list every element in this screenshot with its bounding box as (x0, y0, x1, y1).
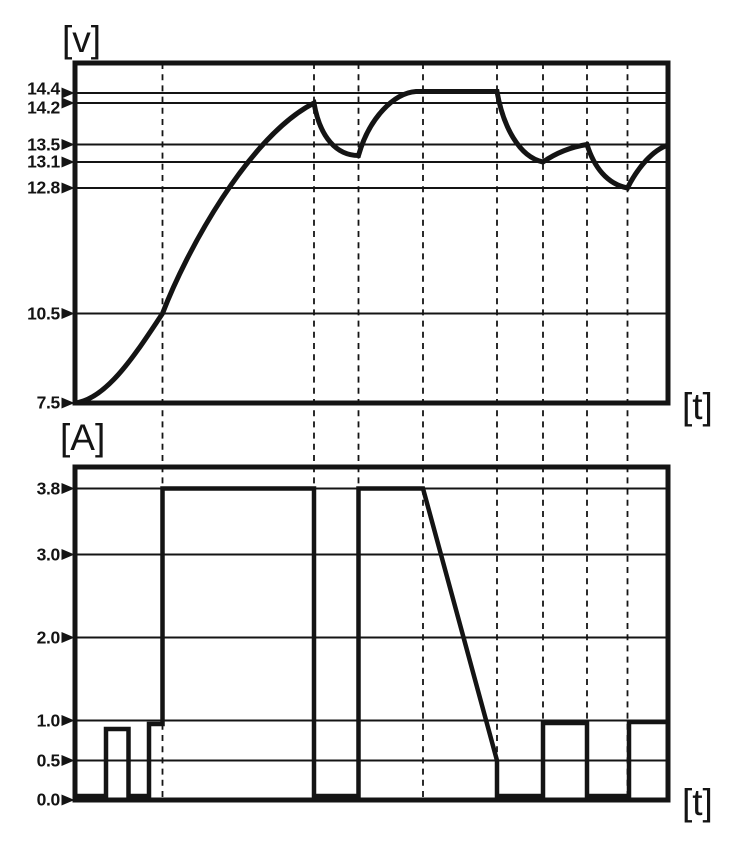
y-tick-label: 1.0 (36, 710, 61, 730)
current-axis-unit-label: [A] (60, 417, 106, 458)
tick-arrow-icon (61, 794, 75, 806)
y-tick-label: 3.0 (36, 544, 61, 564)
tick-arrow-icon (61, 87, 75, 99)
current-chart-frame (72, 464, 671, 803)
y-tick-label: 14.2 (27, 97, 60, 118)
tick-arrow-icon (61, 97, 75, 109)
tick-arrow-icon (61, 397, 75, 409)
voltage-chart-frame (72, 60, 671, 406)
tick-arrow-icon (61, 182, 75, 194)
y-tick-label: 2.0 (36, 627, 61, 647)
tick-arrow-icon (61, 308, 75, 319)
y-tick-label: 7.5 (36, 392, 61, 413)
bottom-time-axis-label: [t] (682, 782, 713, 823)
tick-arrow-icon (61, 755, 75, 766)
y-tick-label: 0.0 (36, 789, 61, 810)
y-tick-label: 14.4 (27, 78, 60, 99)
tick-arrow-icon (61, 156, 75, 168)
current-curve (77, 486, 668, 799)
top-time-axis-label: [t] (682, 386, 713, 427)
y-tick-label: 13.1 (27, 151, 60, 172)
y-tick-label: 0.5 (36, 750, 61, 770)
tick-arrow-icon (61, 139, 75, 150)
y-tick-label: 3.8 (36, 478, 61, 498)
voltage-axis-unit-label: [v] (62, 19, 102, 60)
tick-arrow-icon (61, 632, 75, 643)
y-tick-label: 12.8 (27, 177, 60, 198)
tick-arrow-icon (61, 715, 75, 726)
tick-arrow-icon (61, 549, 75, 560)
y-tick-label: 10.5 (27, 303, 60, 323)
tick-arrow-icon (61, 483, 75, 494)
voltage-curve (74, 89, 669, 406)
y-tick-label: 13.5 (27, 134, 60, 154)
